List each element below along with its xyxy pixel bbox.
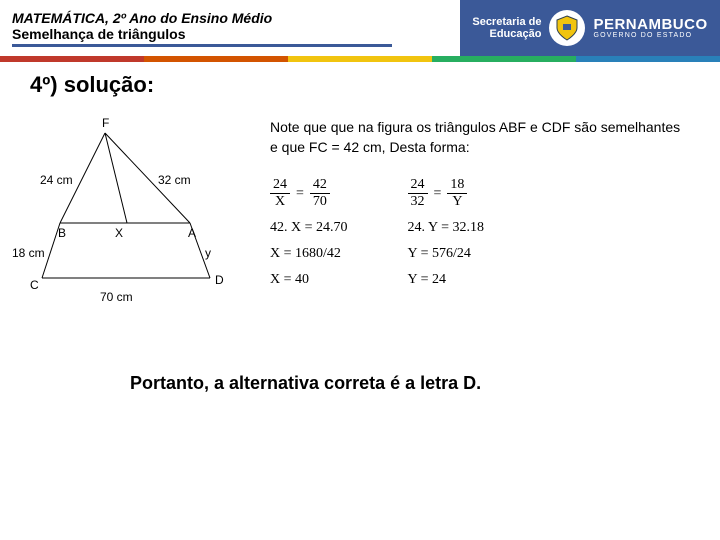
title-underline — [12, 44, 392, 47]
triangle-figure: F 24 cm 32 cm B X A 18 cm y C D 70 cm — [30, 118, 240, 348]
label-C: C — [30, 278, 39, 292]
note-text: Note que que na figura os triângulos ABF… — [270, 118, 690, 157]
label-X: X — [115, 226, 123, 240]
color-strip — [0, 56, 720, 62]
label-70cm: 70 cm — [100, 290, 133, 304]
text-area: Note que que na figura os triângulos ABF… — [270, 118, 690, 348]
label-Y: y — [205, 246, 211, 260]
triangle-svg — [30, 118, 240, 328]
solution-title: 4º) solução: — [30, 72, 690, 98]
secretaria-label: Secretaria de Educação — [472, 16, 541, 40]
eq-right-3: Y = 576/24 — [408, 246, 484, 262]
eq-right-2: 24. Y = 32.18 — [408, 220, 484, 236]
secretaria-line1: Secretaria de — [472, 16, 541, 28]
eq-right-1: 2432 = 18Y — [408, 177, 484, 210]
state-text: PERNAMBUCO GOVERNO DO ESTADO — [593, 17, 707, 39]
eq-left-1: 24X = 4270 — [270, 177, 348, 210]
label-18cm: 18 cm — [12, 246, 45, 260]
label-A: A — [188, 226, 196, 240]
equation-column-right: 2432 = 18Y 24. Y = 32.18 Y = 576/24 Y = … — [408, 177, 484, 288]
eq-left-3: X = 1680/42 — [270, 246, 348, 262]
state-name: PERNAMBUCO — [593, 17, 707, 32]
eq-left-4: X = 40 — [270, 272, 348, 288]
shield-icon — [549, 10, 585, 46]
label-24cm: 24 cm — [40, 173, 73, 187]
main-row: F 24 cm 32 cm B X A 18 cm y C D 70 cm No… — [30, 118, 690, 348]
label-D: D — [215, 273, 224, 287]
equations: 24X = 4270 42. X = 24.70 X = 1680/42 X =… — [270, 177, 690, 288]
conclusion: Portanto, a alternativa correta é a letr… — [30, 373, 690, 394]
secretaria-line2: Educação — [472, 28, 541, 40]
label-B: B — [58, 226, 66, 240]
course-title: MATEMÁTICA, 2º Ano do Ensino Médio — [12, 10, 448, 26]
header-right: Secretaria de Educação PERNAMBUCO GOVERN… — [460, 0, 720, 56]
eq-left-2: 42. X = 24.70 — [270, 220, 348, 236]
header: MATEMÁTICA, 2º Ano do Ensino Médio Semel… — [0, 0, 720, 56]
state-sub: GOVERNO DO ESTADO — [593, 32, 707, 39]
topic-subtitle: Semelhança de triângulos — [12, 26, 448, 42]
equation-column-left: 24X = 4270 42. X = 24.70 X = 1680/42 X =… — [270, 177, 348, 288]
header-left: MATEMÁTICA, 2º Ano do Ensino Médio Semel… — [0, 0, 460, 56]
label-32cm: 32 cm — [158, 173, 191, 187]
content: 4º) solução: F 24 cm 32 cm B X A 18 cm y… — [0, 62, 720, 404]
eq-right-4: Y = 24 — [408, 272, 484, 288]
label-F: F — [102, 116, 109, 130]
